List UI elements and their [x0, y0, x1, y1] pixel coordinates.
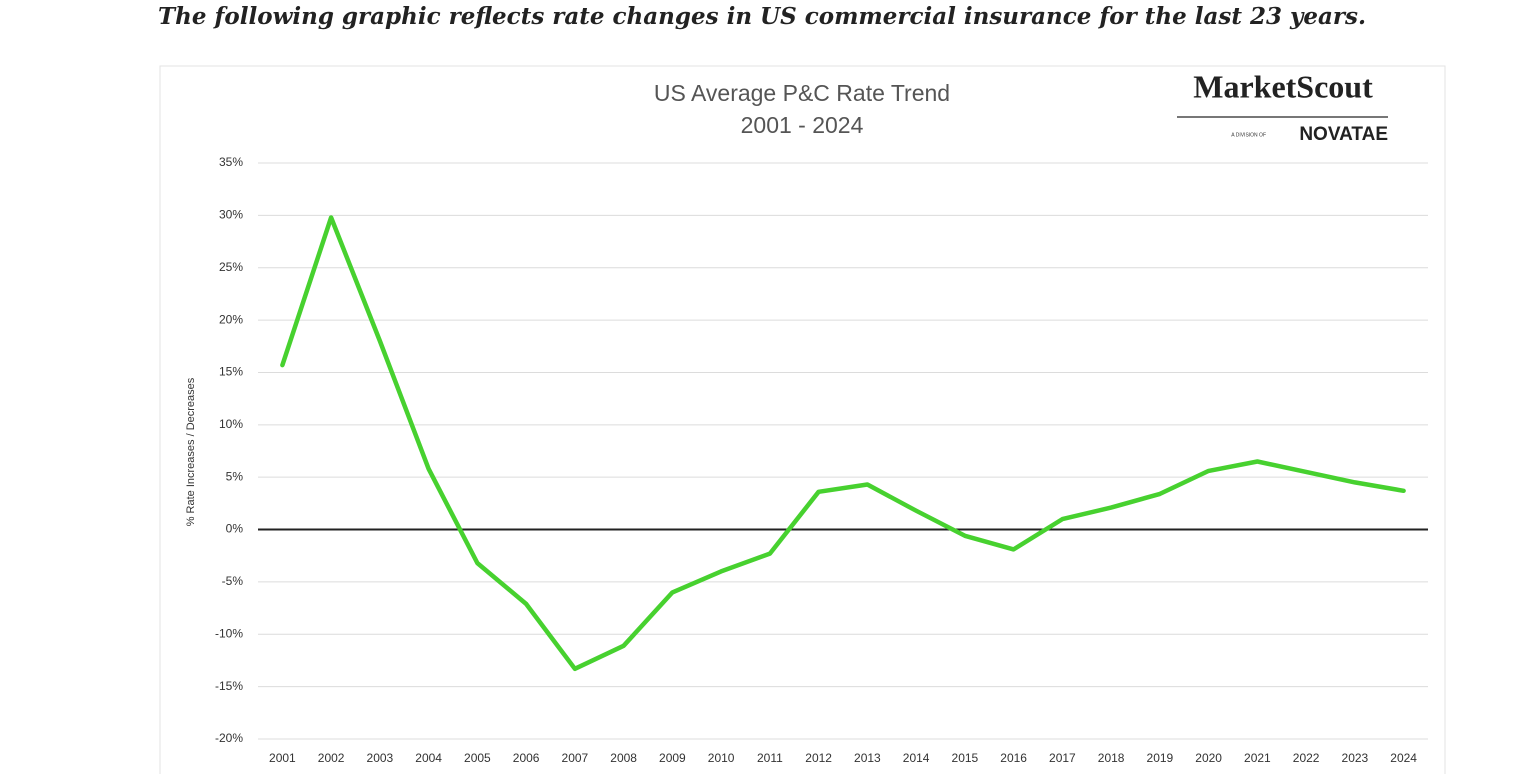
x-tick-label: 2024: [1390, 751, 1417, 765]
x-tick-label: 2012: [805, 751, 832, 765]
chart-title: US Average P&C Rate Trend: [654, 80, 950, 106]
x-tick-label: 2009: [659, 751, 686, 765]
x-tick-label: 2008: [610, 751, 637, 765]
x-tick-label: 2022: [1293, 751, 1320, 765]
y-tick-label: -15%: [215, 679, 243, 693]
x-tick-label: 2021: [1244, 751, 1271, 765]
y-tick-label: 5%: [226, 469, 244, 483]
x-tick-label: 2019: [1147, 751, 1174, 765]
logo-name: MarketScout: [1193, 68, 1373, 104]
x-tick-label: 2023: [1342, 751, 1369, 765]
x-tick-label: 2017: [1049, 751, 1076, 765]
y-tick-label: 20%: [219, 312, 243, 326]
y-tick-label: 25%: [219, 260, 243, 274]
y-tick-label: 30%: [219, 208, 243, 222]
y-tick-label: 35%: [219, 155, 243, 169]
logo-division: A DIVISION OF: [1231, 132, 1266, 138]
x-tick-label: 2015: [952, 751, 979, 765]
x-tick-label: 2014: [903, 751, 930, 765]
x-tick-label: 2004: [415, 751, 442, 765]
x-tick-label: 2002: [318, 751, 345, 765]
x-tick-label: 2020: [1195, 751, 1222, 765]
x-tick-label: 2011: [757, 751, 783, 765]
x-tick-label: 2001: [269, 751, 296, 765]
y-tick-label: 15%: [219, 365, 243, 379]
x-tick-label: 2016: [1000, 751, 1027, 765]
x-tick-label: 2010: [708, 751, 735, 765]
x-tick-label: 2006: [513, 751, 540, 765]
x-tick-label: 2013: [854, 751, 881, 765]
x-tick-label: 2007: [562, 751, 589, 765]
y-tick-label: 0%: [226, 522, 244, 536]
y-tick-label: -20%: [215, 731, 243, 745]
y-tick-label: -5%: [222, 574, 244, 588]
data-line: [280, 215, 1406, 672]
x-tick-label: 2005: [464, 751, 491, 765]
chart-subtitle: 2001 - 2024: [741, 112, 864, 138]
y-tick-label: -10%: [215, 626, 243, 640]
chart-frame: [159, 65, 1446, 774]
y-axis-label: % Rate Increases / Decreases: [185, 377, 197, 526]
caption: The following graphic reflects rate chan…: [158, 3, 1366, 30]
x-tick-label: 2003: [367, 751, 394, 765]
x-tick-label: 2018: [1098, 751, 1125, 765]
y-tick-label: 10%: [219, 417, 243, 431]
logo-parent: NOVATAE: [1299, 124, 1388, 145]
